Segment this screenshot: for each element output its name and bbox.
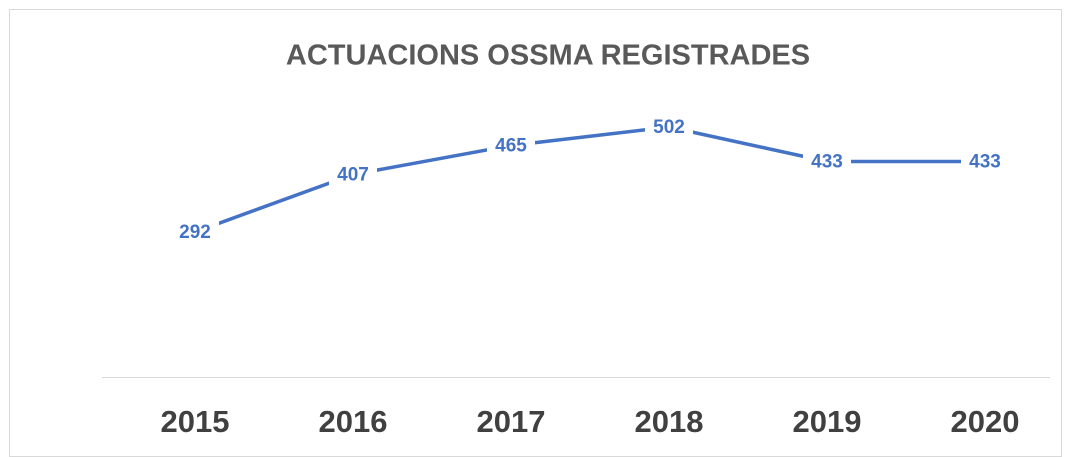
data-label: 433 [969, 152, 1001, 173]
data-label: 292 [179, 222, 211, 243]
data-label: 407 [337, 165, 369, 186]
x-tick-label: 2015 [161, 404, 230, 439]
data-label-bg [171, 220, 219, 244]
data-label: 465 [495, 136, 527, 157]
x-tick-label: 2020 [951, 404, 1020, 439]
chart-title: ACTUACIONS OSSMA REGISTRADES [286, 40, 810, 72]
data-label: 502 [653, 117, 685, 138]
line [194, 125, 985, 234]
data-label-bg [487, 133, 535, 158]
data-label: 433 [811, 152, 843, 173]
x-tick-label: 2018 [635, 404, 704, 439]
chart-frame [9, 9, 1062, 457]
x-tick-label: 2016 [319, 404, 388, 439]
x-tick-label: 2019 [793, 404, 862, 439]
data-label-bg [645, 115, 693, 139]
data-label-bg [803, 149, 851, 174]
data-label-bg [961, 149, 1009, 174]
x-tick-label: 2017 [477, 404, 546, 439]
data-label-bg [329, 162, 377, 187]
